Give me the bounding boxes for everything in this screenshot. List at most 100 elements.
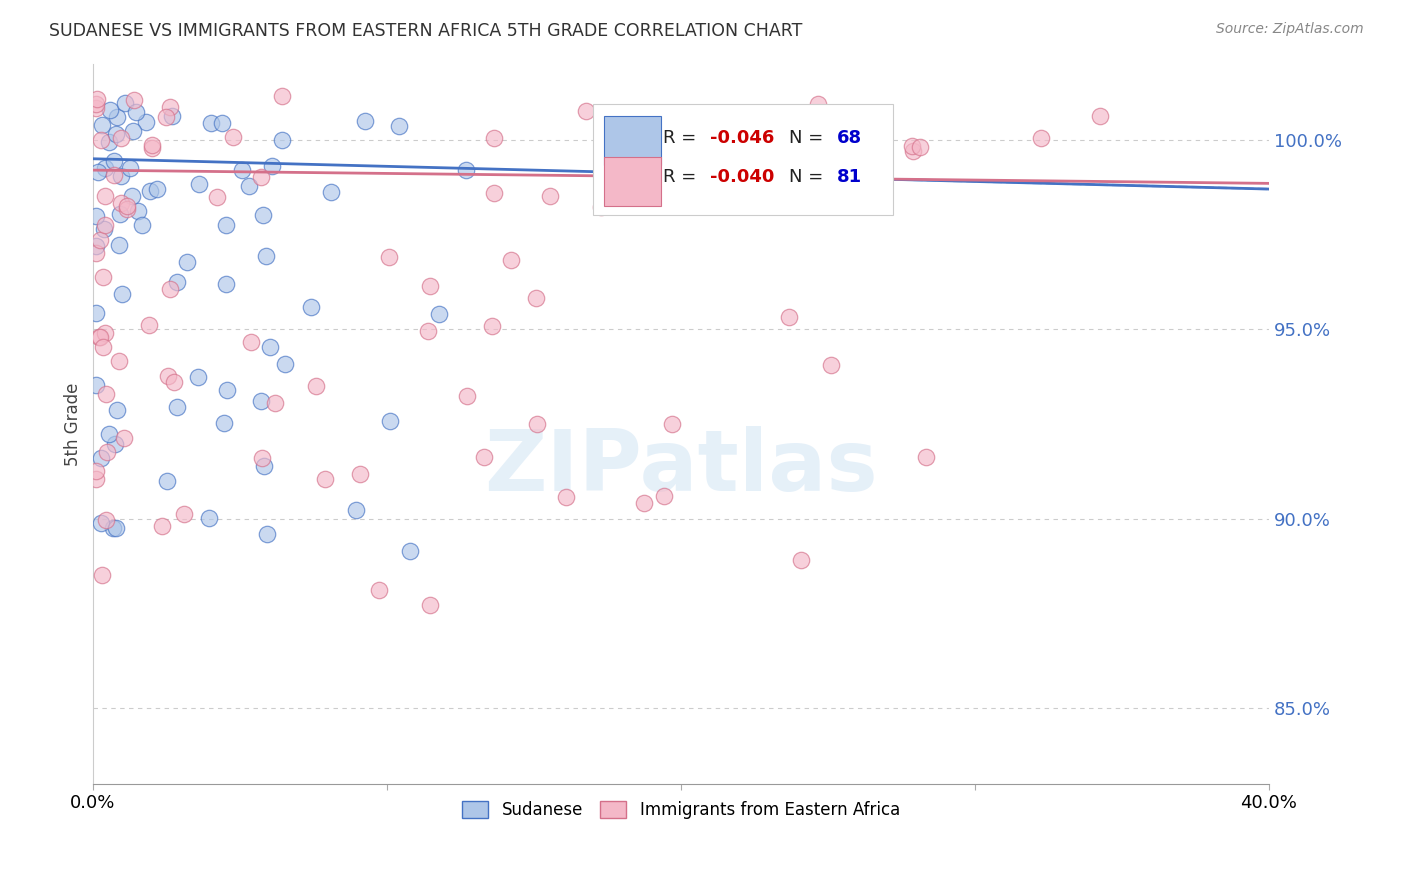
Text: Source: ZipAtlas.com: Source: ZipAtlas.com xyxy=(1216,22,1364,37)
Point xyxy=(501,252,523,267)
Point xyxy=(252,208,274,222)
Point xyxy=(155,110,177,124)
Point xyxy=(150,519,173,533)
Text: -0.040: -0.040 xyxy=(710,168,775,186)
Point xyxy=(105,110,128,124)
Point xyxy=(211,116,233,130)
Point xyxy=(111,286,134,301)
Point xyxy=(86,164,108,178)
Point xyxy=(526,417,548,432)
Point xyxy=(215,277,238,291)
Point xyxy=(253,458,276,473)
Point xyxy=(661,417,683,431)
Point xyxy=(260,160,283,174)
Text: SUDANESE VS IMMIGRANTS FROM EASTERN AFRICA 5TH GRADE CORRELATION CHART: SUDANESE VS IMMIGRANTS FROM EASTERN AFRI… xyxy=(49,22,803,40)
Point xyxy=(399,543,422,558)
Text: R =: R = xyxy=(664,168,702,186)
Point xyxy=(84,306,107,320)
Point xyxy=(84,209,107,223)
Point xyxy=(789,553,811,567)
Point xyxy=(305,379,328,393)
Point xyxy=(89,330,111,344)
Point xyxy=(160,109,183,123)
Point xyxy=(108,207,131,221)
Point xyxy=(215,218,238,232)
Point xyxy=(1088,110,1111,124)
Point xyxy=(89,233,111,247)
Text: ZIPatlas: ZIPatlas xyxy=(484,425,877,508)
Point xyxy=(264,396,287,410)
Point xyxy=(349,467,371,481)
Point xyxy=(84,464,107,478)
Point xyxy=(238,179,260,194)
Point xyxy=(231,162,253,177)
Point xyxy=(259,340,281,354)
Point xyxy=(250,394,273,409)
Point xyxy=(159,100,181,114)
Point xyxy=(122,93,145,107)
Point xyxy=(90,119,112,133)
Point xyxy=(299,300,322,314)
FancyBboxPatch shape xyxy=(592,103,893,215)
Point xyxy=(141,138,163,153)
Point xyxy=(84,377,107,392)
Point xyxy=(101,521,124,535)
Text: 68: 68 xyxy=(837,129,862,147)
Point xyxy=(141,141,163,155)
Point xyxy=(633,496,655,510)
Point xyxy=(91,270,114,285)
Point xyxy=(115,202,138,217)
Y-axis label: 5th Grade: 5th Grade xyxy=(65,382,82,466)
Point xyxy=(93,222,115,236)
Text: -0.046: -0.046 xyxy=(710,129,775,147)
Point xyxy=(222,129,245,144)
Point xyxy=(98,135,121,149)
Point xyxy=(90,133,112,147)
Point xyxy=(166,400,188,414)
Point xyxy=(118,161,141,175)
Point xyxy=(472,450,495,465)
Point xyxy=(163,375,186,389)
Point xyxy=(481,318,503,333)
Point xyxy=(239,334,262,349)
Point xyxy=(97,426,120,441)
Point xyxy=(419,279,441,293)
Point xyxy=(344,502,367,516)
Point xyxy=(115,199,138,213)
Point xyxy=(254,249,277,263)
Point xyxy=(274,357,297,371)
Point xyxy=(250,169,273,184)
Point xyxy=(456,163,478,178)
Point xyxy=(778,310,800,324)
Point xyxy=(456,388,478,402)
Point xyxy=(524,291,547,305)
Point xyxy=(589,200,612,214)
Point xyxy=(756,172,779,186)
Point xyxy=(314,472,336,486)
Point xyxy=(93,326,115,340)
Point xyxy=(256,527,278,541)
Point xyxy=(367,582,389,597)
Point xyxy=(173,507,195,521)
Point xyxy=(114,95,136,110)
Point xyxy=(104,127,127,141)
Point xyxy=(575,103,598,118)
Point xyxy=(139,184,162,198)
Point xyxy=(93,218,115,232)
Point xyxy=(910,140,932,154)
Point xyxy=(804,167,827,181)
Point xyxy=(187,369,209,384)
Point xyxy=(93,161,115,176)
Text: 81: 81 xyxy=(837,168,862,186)
Point xyxy=(200,116,222,130)
Point xyxy=(135,115,157,129)
Point xyxy=(915,450,938,465)
Point xyxy=(388,119,411,133)
Point xyxy=(103,154,125,169)
Text: N =: N = xyxy=(789,168,830,186)
Point xyxy=(84,472,107,486)
Point xyxy=(124,104,146,119)
Point xyxy=(198,511,221,525)
Point xyxy=(654,489,676,503)
Point xyxy=(98,103,121,117)
